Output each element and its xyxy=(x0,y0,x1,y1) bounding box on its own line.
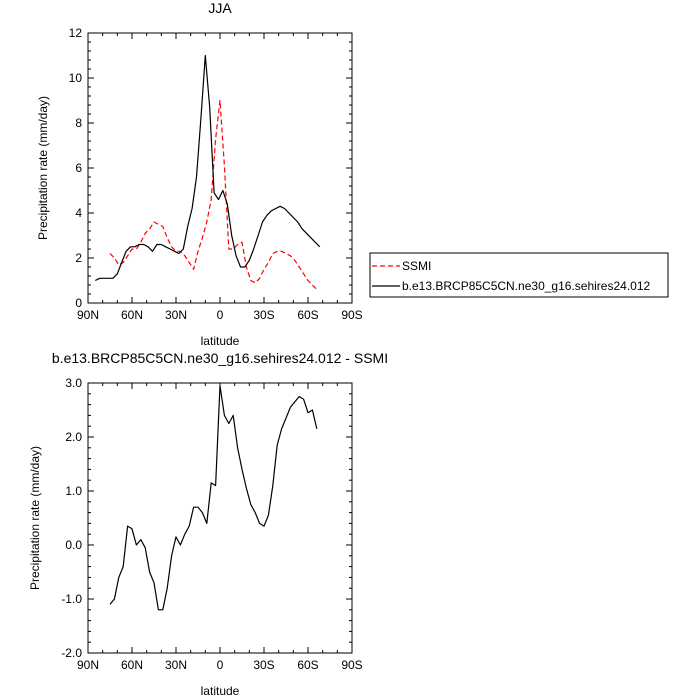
bottom-plot-frame xyxy=(87,382,353,654)
bottom-y-axis-label: Precipitation rate (mm/day) xyxy=(28,446,42,590)
top-x-tick-label: 90S xyxy=(341,308,362,322)
legend-label-model: b.e13.BRCP85C5CN.ne30_g16.sehires24.012 xyxy=(402,279,650,293)
top-y-tick-label: 8 xyxy=(75,116,82,130)
top-series-line-model xyxy=(95,54,321,282)
top-y-tick-label: 10 xyxy=(69,71,83,85)
bottom-x-tick-label: 30S xyxy=(253,658,274,672)
bottom-y-tick-label: 2.0 xyxy=(65,430,82,444)
top-x-tick-label: 60N xyxy=(121,308,143,322)
bottom-x-tick-label: 90N xyxy=(77,658,99,672)
top-x-tick-label: 0 xyxy=(217,308,224,322)
top-axes: 90N 60N 30N 0 30S 60S 90S 0 2 4 6 8 10 12 xyxy=(69,26,363,322)
bottom-x-tick-label: 30N xyxy=(165,658,187,672)
bottom-series-line-difference xyxy=(109,385,318,611)
bottom-panel: b.e13.BRCP85C5CN.ne30_g16.sehires24.012 … xyxy=(28,350,388,698)
legend: SSMI b.e13.BRCP85C5CN.ne30_g16.sehires24… xyxy=(369,252,669,298)
bottom-y-tick-label: 0.0 xyxy=(65,538,82,552)
legend-box xyxy=(369,252,669,298)
top-x-tick-label: 30N xyxy=(165,308,187,322)
top-series-group xyxy=(95,54,321,290)
top-panel-title: JJA xyxy=(208,0,232,16)
bottom-x-tick-label: 90S xyxy=(341,658,362,672)
top-y-tick-label: 2 xyxy=(75,251,82,265)
top-y-tick-label: 4 xyxy=(75,206,82,220)
top-x-axis-label: latitude xyxy=(201,334,240,348)
bottom-panel-title: b.e13.BRCP85C5CN.ne30_g16.sehires24.012 … xyxy=(52,350,388,366)
top-plot-frame xyxy=(87,32,353,304)
bottom-x-tick-label: 60S xyxy=(297,658,318,672)
top-y-tick-label: 0 xyxy=(75,296,82,310)
top-x-tick-label: 30S xyxy=(253,308,274,322)
bottom-y-tick-label: 1.0 xyxy=(65,484,82,498)
top-series-line-ssmi xyxy=(109,99,318,290)
top-y-tick-label: 6 xyxy=(75,161,82,175)
top-y-axis-label: Precipitation rate (mm/day) xyxy=(36,96,50,240)
legend-label-ssmi: SSMI xyxy=(402,259,431,273)
top-panel: JJA 90N 60N 30N 0 30S 60S 90S 0 2 4 6 8 10 12 latitud… xyxy=(36,0,363,348)
bottom-x-tick-label: 60N xyxy=(121,658,143,672)
bottom-y-tick-label: -2.0 xyxy=(61,646,82,660)
top-y-tick-label: 12 xyxy=(69,26,83,40)
bottom-y-tick-label: 3.0 xyxy=(65,376,82,390)
bottom-series-group xyxy=(109,385,318,611)
bottom-axes: 90N 60N 30N 0 30S 60S 90S -2.0 -1.0 0.0 1.0 2.0 3.0 xyxy=(61,376,362,672)
bottom-x-axis-label: latitude xyxy=(201,684,240,698)
top-x-tick-label: 60S xyxy=(297,308,318,322)
top-x-tick-label: 90N xyxy=(77,308,99,322)
bottom-x-tick-label: 0 xyxy=(217,658,224,672)
bottom-y-tick-label: -1.0 xyxy=(61,592,82,606)
